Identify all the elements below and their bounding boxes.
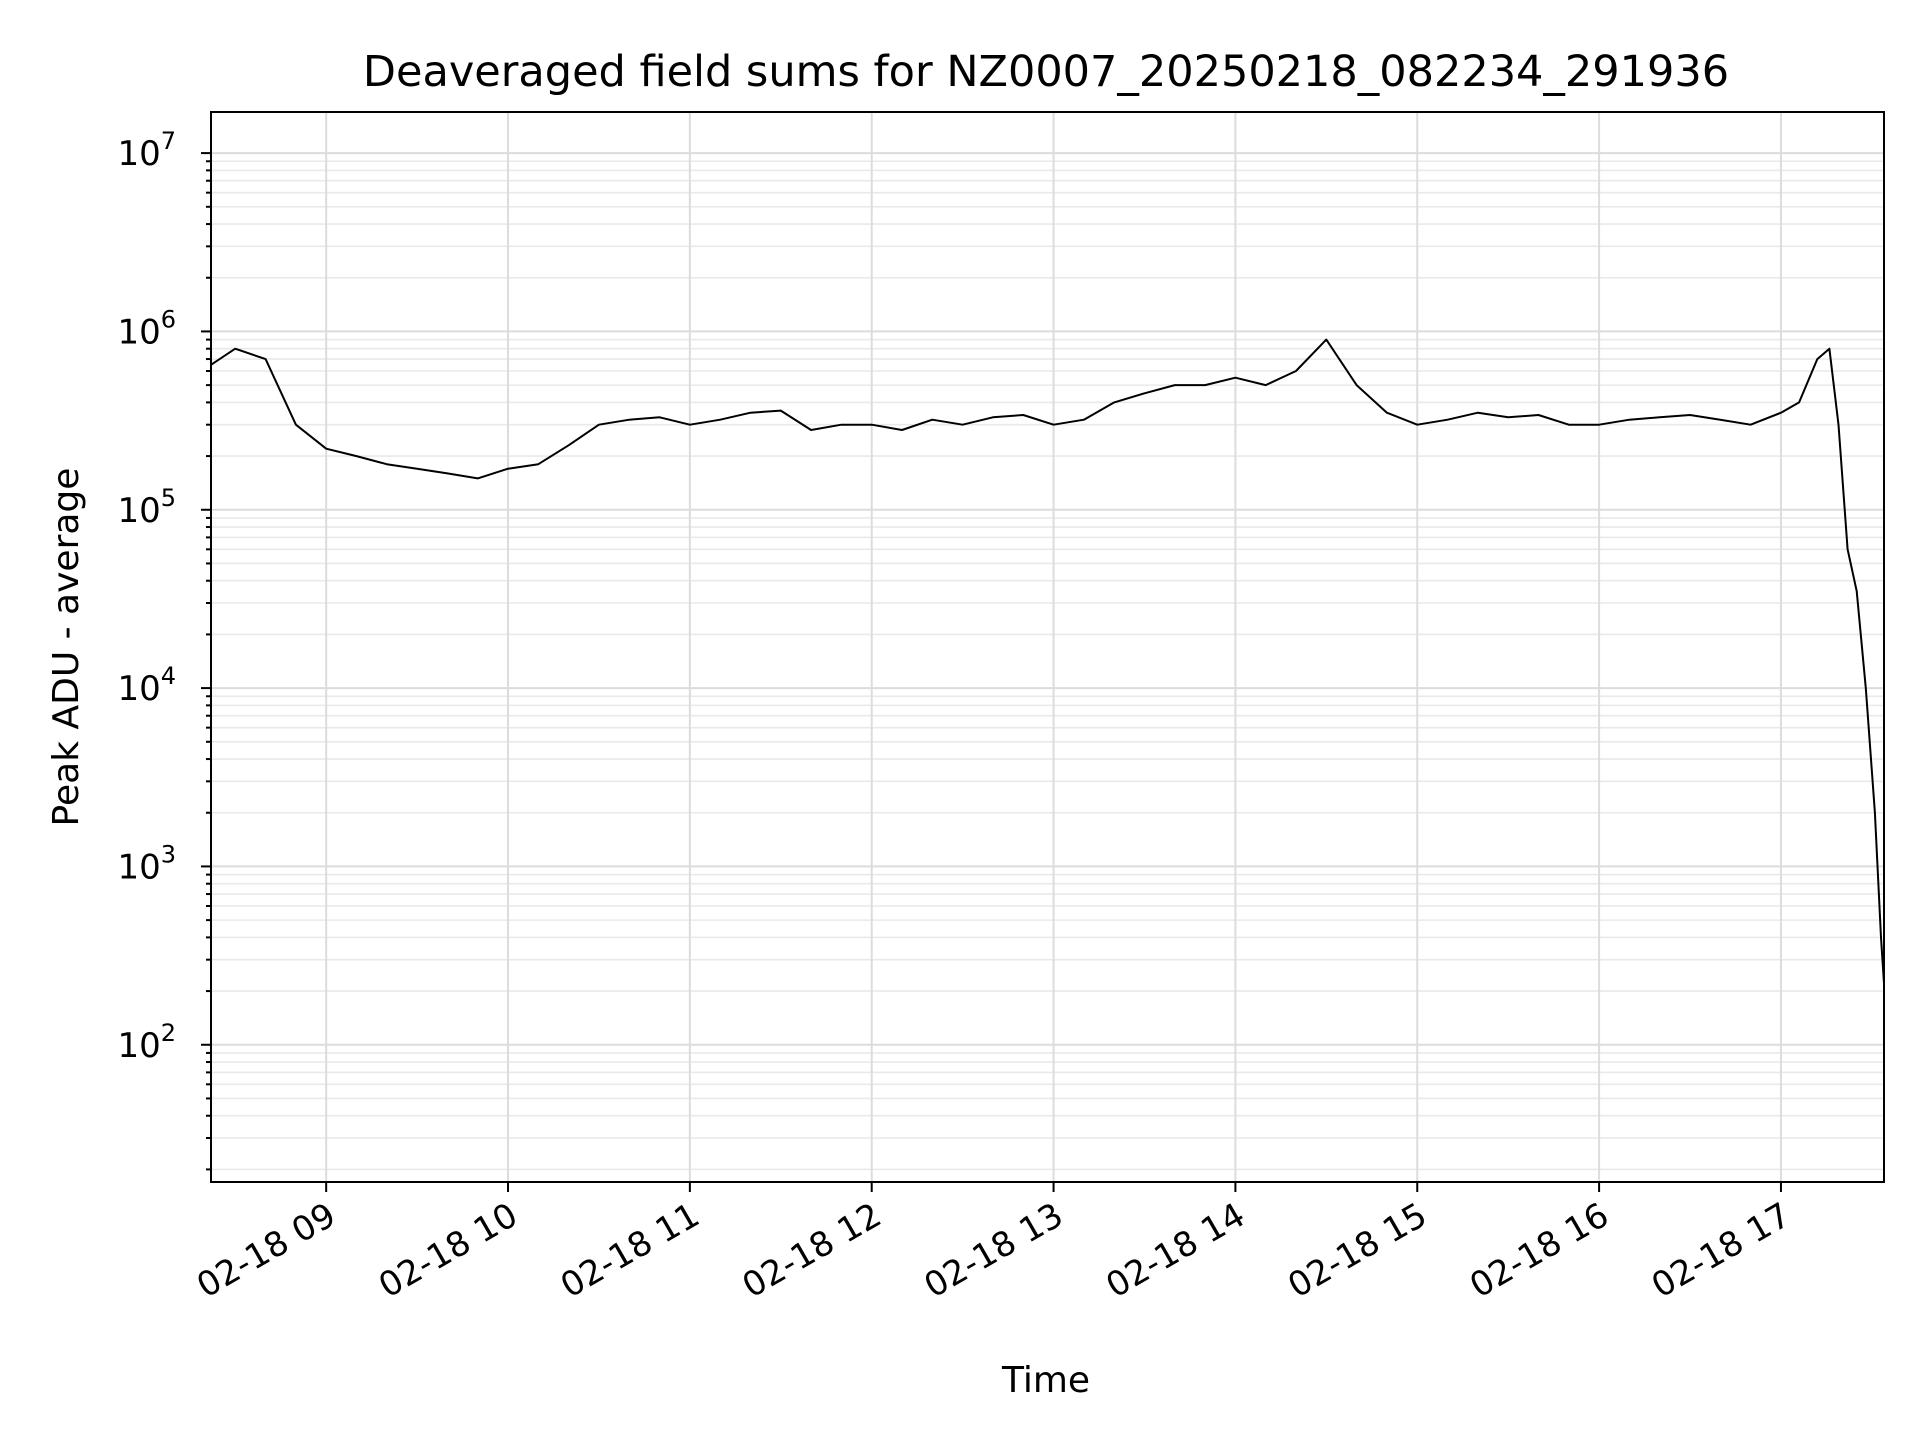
y-tick-label: 104 <box>117 662 176 709</box>
series-line <box>210 338 1885 984</box>
x-axis-label: Time <box>1001 1360 1090 1401</box>
y-axis-label: Peak ADU - average <box>46 468 87 827</box>
data-series <box>210 338 1885 984</box>
y-tick-label: 107 <box>117 127 176 174</box>
y-tick-label: 106 <box>117 305 176 352</box>
y-tick-label: 102 <box>117 1019 176 1066</box>
y-tick-label: 105 <box>117 484 176 531</box>
chart-title: Deaveraged field sums for NZ0007_2025021… <box>363 47 1729 97</box>
plot-frame <box>210 111 1885 1183</box>
grid <box>211 112 1884 1182</box>
y-tick-label: 103 <box>117 840 176 887</box>
